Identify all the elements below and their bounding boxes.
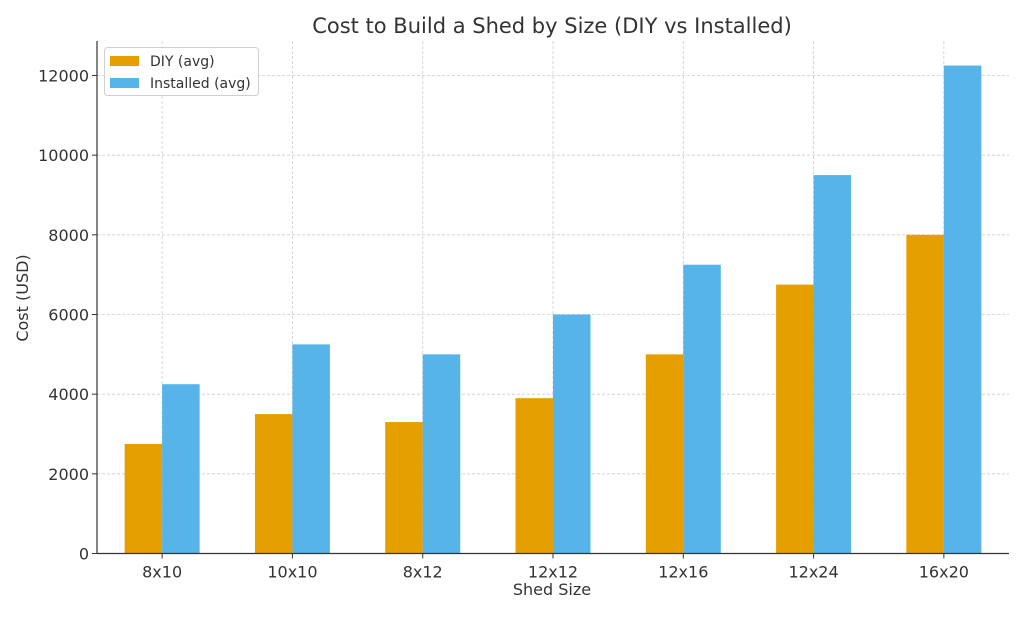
bar-diy-8x10 (124, 443, 163, 554)
x-tick-label: 10x10 (267, 563, 317, 582)
y-axis-label: Cost (USD) (13, 254, 32, 341)
bar-installed-8x10 (162, 384, 200, 554)
bar-installed-10x10 (292, 344, 330, 554)
legend-box (104, 47, 259, 96)
bar-diy-8x12 (385, 422, 423, 554)
y-tick-label: 10000 (38, 146, 89, 165)
bar-diy-16x20 (906, 234, 944, 554)
legend-swatch (110, 56, 139, 66)
x-tick-label: 8x10 (142, 563, 182, 582)
x-axis-label: Shed Size (513, 580, 591, 599)
bar-installed-12x16 (683, 264, 721, 554)
x-tick-label: 8x12 (403, 563, 443, 582)
bar-installed-12x24 (813, 175, 852, 554)
y-tick-label: 4000 (48, 385, 89, 404)
x-tick-label: 16x20 (919, 563, 969, 582)
y-tick-label: 2000 (48, 465, 89, 484)
y-tick-label: 12000 (38, 67, 89, 86)
y-tick-label: 8000 (48, 226, 89, 245)
y-tick-label: 0 (79, 545, 89, 564)
bar-installed-16x20 (943, 65, 982, 554)
bar-diy-12x16 (645, 354, 684, 554)
legend: DIY (avg) Installed (avg) (104, 47, 259, 96)
x-ticks: 8x10 10x10 8x12 12x12 12x16 12x24 16x20 (142, 553, 969, 582)
bar-installed-12x12 (553, 314, 591, 554)
bar-diy-10x10 (254, 414, 293, 554)
x-tick-label: 12x16 (658, 563, 708, 582)
legend-swatch (110, 78, 139, 88)
bar-diy-12x12 (515, 398, 553, 554)
bar-installed-8x12 (422, 354, 461, 554)
x-tick-label: 12x24 (788, 563, 838, 582)
legend-label: Installed (avg) (150, 76, 251, 92)
x-tick-label: 12x12 (528, 563, 578, 582)
y-tick-label: 6000 (48, 306, 89, 325)
bar-diy-12x24 (776, 284, 814, 554)
chart-title: Cost to Build a Shed by Size (DIY vs Ins… (312, 14, 792, 38)
bars (124, 65, 982, 554)
y-ticks: 0 2000 4000 6000 8000 10000 12000 (38, 67, 97, 564)
legend-label: DIY (avg) (150, 54, 215, 70)
